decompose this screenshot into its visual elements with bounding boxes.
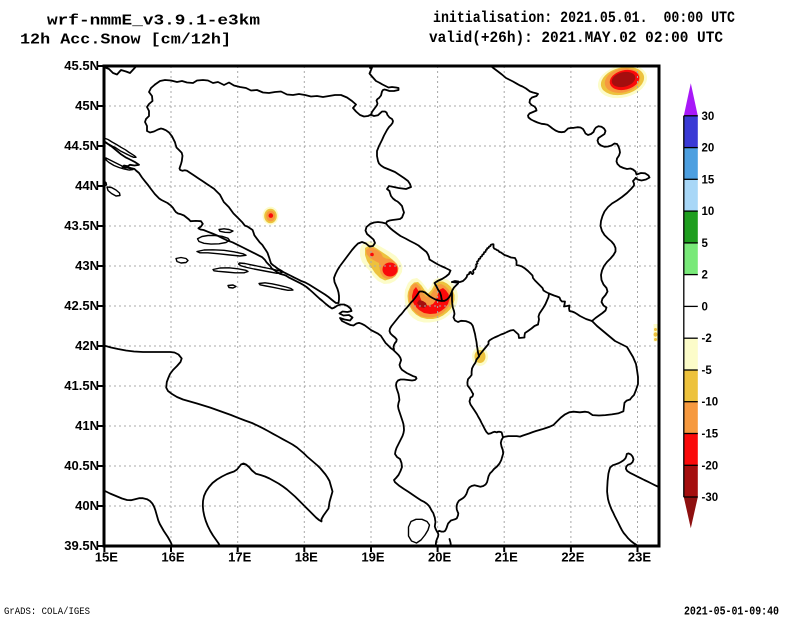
svg-text:valid(+26h): 2021.MAY.02 02:00: valid(+26h): 2021.MAY.02 02:00 UTC: [429, 29, 723, 47]
svg-text:44.5N: 44.5N: [64, 138, 99, 153]
svg-text:40.5N: 40.5N: [64, 458, 99, 473]
svg-text:44N: 44N: [75, 178, 99, 193]
svg-text:45N: 45N: [75, 98, 99, 113]
svg-text:43N: 43N: [75, 258, 99, 273]
svg-text:-30: -30: [702, 492, 719, 504]
svg-text:21E: 21E: [495, 550, 518, 565]
svg-text:wrf-nmmE_v3.9.1-e3km: wrf-nmmE_v3.9.1-e3km: [47, 13, 260, 30]
svg-text:10: 10: [702, 206, 715, 218]
svg-text:-15: -15: [702, 429, 719, 441]
svg-text:45.5N: 45.5N: [64, 58, 99, 73]
svg-text:40N: 40N: [75, 498, 99, 513]
svg-text:20: 20: [702, 143, 715, 155]
svg-text:41.5N: 41.5N: [64, 378, 99, 393]
svg-text:initialisation: 2021.05.01. 0: initialisation: 2021.05.01. 00:00 UTC: [433, 9, 735, 27]
svg-text:15E: 15E: [95, 550, 118, 565]
svg-text:22E: 22E: [561, 550, 584, 565]
svg-text:-10: -10: [702, 397, 719, 409]
svg-text:-5: -5: [702, 365, 713, 377]
svg-text:19E: 19E: [361, 550, 384, 565]
svg-text:GrADS: COLA/IGES: GrADS: COLA/IGES: [4, 606, 90, 618]
svg-text:17E: 17E: [228, 550, 251, 565]
svg-text:20E: 20E: [428, 550, 451, 565]
svg-text:18E: 18E: [295, 550, 318, 565]
svg-text:12h Acc.Snow [cm/12h]: 12h Acc.Snow [cm/12h]: [20, 32, 231, 49]
svg-text:2: 2: [702, 270, 708, 282]
svg-text:39.5N: 39.5N: [64, 538, 99, 553]
svg-text:16E: 16E: [161, 550, 184, 565]
svg-text:2021-05-01-09:40: 2021-05-01-09:40: [684, 606, 779, 618]
svg-text:-2: -2: [702, 333, 712, 345]
svg-text:30: 30: [702, 111, 715, 123]
svg-text:23E: 23E: [628, 550, 651, 565]
svg-text:42.5N: 42.5N: [64, 298, 99, 313]
svg-text:41N: 41N: [75, 418, 99, 433]
svg-text:43.5N: 43.5N: [64, 218, 99, 233]
svg-text:-20: -20: [702, 460, 719, 472]
svg-text:42N: 42N: [75, 338, 99, 353]
svg-text:0: 0: [702, 301, 708, 313]
svg-text:15: 15: [702, 174, 715, 186]
svg-text:5: 5: [702, 238, 709, 250]
